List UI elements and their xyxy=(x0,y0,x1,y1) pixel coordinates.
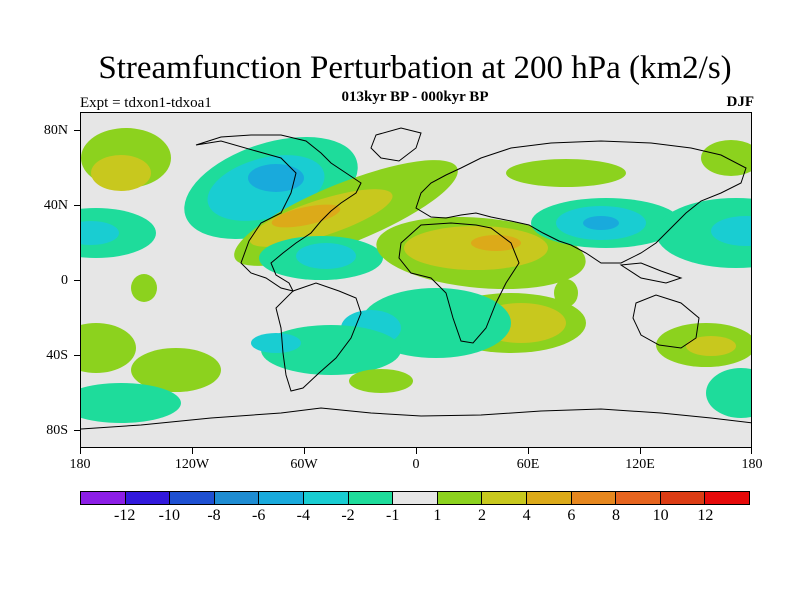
eurasia-coast xyxy=(415,140,747,264)
contour-map xyxy=(81,113,751,447)
north-america-coast xyxy=(195,134,362,292)
colorbar-label: -8 xyxy=(207,507,221,524)
plot-subtitle: 013kyr BP - 000kyr BP xyxy=(341,89,489,105)
contour-positive-africa-asia-mid xyxy=(404,226,548,270)
colorbar xyxy=(80,491,750,505)
contour-negative-e-pacific-core xyxy=(81,221,119,245)
contour-negative-s-atlantic xyxy=(361,288,511,358)
lat-tick-80s xyxy=(74,430,80,431)
contour-positive-indian-ocean-small xyxy=(554,279,578,307)
colorbar-label: -10 xyxy=(158,507,180,524)
colorbar-label: -12 xyxy=(113,507,136,524)
contour-positive-eurasia xyxy=(506,159,626,187)
lon-tick-0 xyxy=(416,448,417,454)
colorbar-segment xyxy=(393,492,438,504)
lon-label-60w: 60W xyxy=(290,457,318,472)
south-america-coast xyxy=(275,282,362,392)
colorbar-label: 8 xyxy=(612,507,620,524)
colorbar-segment xyxy=(660,492,706,504)
colorbar-label: 12 xyxy=(697,507,714,524)
coastlines xyxy=(81,127,751,430)
lon-label-120w: 120W xyxy=(174,457,210,472)
contour-negative-w-pacific xyxy=(656,198,751,268)
lon-label-60e: 60E xyxy=(516,457,540,472)
contour-negative-s-indian xyxy=(706,368,751,418)
colorbar-label: 10 xyxy=(652,507,669,524)
colorbar-segment xyxy=(125,492,171,504)
lat-label-80s: 80S xyxy=(46,423,68,438)
colorbar-segment xyxy=(214,492,260,504)
colorbar-segment xyxy=(526,492,572,504)
experiment-label: Expt = tdxon1-tdxoa1 xyxy=(80,95,212,111)
colorbar-segment xyxy=(705,492,749,504)
season-label: DJF xyxy=(726,94,755,110)
antarctica-coast xyxy=(81,407,751,430)
colorbar-segment xyxy=(437,492,483,504)
contour-negative-caribbean-core xyxy=(296,243,356,269)
contour-positive-se-pacific xyxy=(131,348,221,392)
contour-positive-pacific-small xyxy=(131,274,157,302)
contour-negative-southern-ocean xyxy=(81,383,181,423)
lon-tick-60e xyxy=(528,448,529,454)
lat-tick-80n xyxy=(74,130,80,131)
africa-coast xyxy=(398,222,520,344)
lat-tick-0 xyxy=(74,280,80,281)
colorbar-segment xyxy=(616,492,661,504)
plot-title: Streamfunction Perturbation at 200 hPa (… xyxy=(98,50,732,86)
lon-tick-60w xyxy=(304,448,305,454)
colorbar-label: 2 xyxy=(478,507,486,524)
colorbar-segment xyxy=(571,492,617,504)
lon-tick-120e xyxy=(640,448,641,454)
contour-positive-s-pacific xyxy=(81,323,136,373)
colorbar-label: -6 xyxy=(251,507,266,524)
contour-negative-s-america-core xyxy=(251,333,301,353)
contour-negative-w-pacific-core xyxy=(711,216,751,246)
contour-positive-australia-core xyxy=(686,336,736,356)
colorbar-segment xyxy=(303,492,349,504)
lon-tick-120w xyxy=(192,448,193,454)
contour-positive-africa-asia-core xyxy=(471,235,521,251)
lon-label-180e: 180 xyxy=(741,457,763,472)
maritime-continent-coast xyxy=(619,262,683,284)
map-panel xyxy=(80,112,752,448)
lon-label-0: 0 xyxy=(412,457,420,472)
colorbar-label: 1 xyxy=(433,507,442,524)
colorbar-label: -2 xyxy=(341,507,355,524)
australia-coast xyxy=(632,294,700,349)
lon-label-120e: 120E xyxy=(625,457,655,472)
contour-positive-atlantic-core xyxy=(271,204,341,228)
contour-negative-asia-core xyxy=(583,216,619,230)
contour-positive-n-pacific-core xyxy=(91,155,151,191)
colorbar-segment xyxy=(170,492,215,504)
colorbar-segment xyxy=(81,492,126,504)
greenland-coast xyxy=(370,127,422,162)
colorbar-segment xyxy=(259,492,304,504)
lon-tick-180w xyxy=(80,448,81,454)
contour-negative-n-america-core xyxy=(248,164,304,192)
lat-tick-40s xyxy=(74,355,80,356)
colorbar-label: -4 xyxy=(296,507,310,524)
colorbar-segment xyxy=(482,492,527,504)
colorbar-label: 4 xyxy=(522,507,531,524)
lat-label-80n: 80N xyxy=(43,123,68,138)
colorbar-label: -1 xyxy=(385,507,400,524)
lat-label-40n: 40N xyxy=(43,198,68,213)
lon-tick-180e xyxy=(751,448,752,454)
lon-label-180w: 180 xyxy=(69,457,91,472)
contour-positive-s-atlantic-small xyxy=(349,369,413,393)
lat-label-40s: 40S xyxy=(46,348,68,363)
lat-label-equator: 0 xyxy=(61,273,68,288)
lat-tick-40n xyxy=(74,205,80,206)
colorbar-segment xyxy=(348,492,394,504)
colorbar-label: 6 xyxy=(567,507,576,524)
